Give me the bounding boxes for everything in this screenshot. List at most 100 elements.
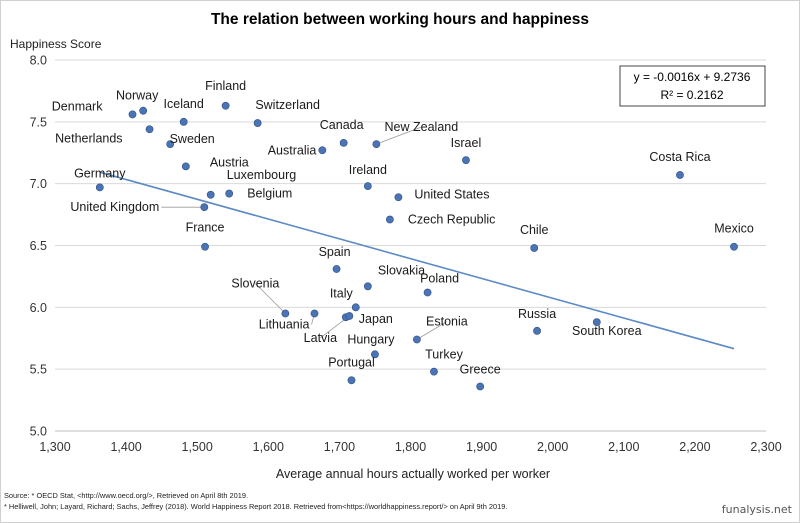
leader-slovenia: [255, 283, 286, 314]
label-austria: Austria: [210, 155, 249, 169]
label-netherlands: Netherlands: [55, 131, 122, 145]
label-switzerland: Switzerland: [255, 98, 320, 112]
x-tick-label: 1,700: [324, 440, 355, 454]
chart-title: The relation between working hours and h…: [211, 11, 589, 28]
label-united-states: United States: [414, 187, 489, 201]
y-tick-label: 8.0: [30, 54, 47, 68]
x-tick-label: 1,800: [395, 440, 426, 454]
label-slovenia: Slovenia: [231, 277, 279, 291]
point-israel: [462, 156, 470, 165]
trendline-group: [99, 171, 735, 350]
point-spain: [332, 265, 341, 273]
y-tick-label: 7.5: [30, 115, 47, 129]
label-japan: Japan: [359, 312, 393, 326]
label-sweden: Sweden: [170, 132, 215, 146]
label-italy: Italy: [330, 286, 354, 300]
label-spain: Spain: [319, 245, 351, 259]
label-estonia: Estonia: [426, 314, 468, 328]
label-slovakia: Slovakia: [378, 263, 425, 277]
y-tick-label: 6.5: [30, 239, 47, 253]
label-czech-republic: Czech Republic: [408, 213, 496, 227]
point-greece: [476, 382, 485, 391]
label-germany: Germany: [74, 166, 126, 180]
label-norway: Norway: [116, 89, 159, 103]
x-tick-label: 2,000: [537, 440, 568, 454]
point-germany: [95, 183, 104, 192]
trendline: [99, 171, 735, 350]
point-chile: [530, 244, 539, 252]
label-lithuania: Lithuania: [259, 318, 310, 332]
y-tick-label: 7.0: [30, 177, 47, 191]
y-tick-label: 6.0: [30, 301, 47, 315]
point-turkey: [430, 367, 438, 376]
point-russia: [533, 326, 541, 335]
label-chile: Chile: [520, 223, 549, 237]
source-line-1: Source: * OECD Stat, <http://www.oecd.or…: [4, 491, 249, 500]
point-lithuania: [310, 309, 319, 318]
label-portugal: Portugal: [328, 355, 375, 369]
y-tick-labels: 5.0 5.5 6.0 6.5 7.0 7.5 8.0: [30, 54, 47, 439]
y-tick-label: 5.0: [30, 425, 47, 439]
point-portugal: [347, 376, 356, 385]
x-tick-label: 1,500: [182, 440, 213, 454]
point-latvia: [345, 312, 354, 320]
label-latvia: Latvia: [304, 331, 337, 345]
label-belgium: Belgium: [247, 187, 292, 201]
point-france: [201, 242, 209, 251]
x-tick-label: 2,100: [608, 440, 639, 454]
label-canada: Canada: [320, 118, 364, 132]
x-tick-label: 1,600: [253, 440, 284, 454]
label-costa-rica: Costa Rica: [649, 150, 710, 164]
label-mexico: Mexico: [714, 222, 754, 236]
point-netherlands: [145, 125, 154, 134]
point-estonia: [412, 335, 421, 344]
point-canada: [339, 138, 348, 147]
point-ireland: [363, 182, 372, 191]
y-axis-title: Happiness Score: [10, 37, 102, 51]
point-belgium: [225, 189, 234, 198]
brand-watermark: funalysis.net: [721, 503, 792, 516]
point-norway: [139, 106, 148, 115]
point-australia: [318, 146, 327, 155]
point-italy: [351, 303, 360, 312]
label-poland: Poland: [420, 271, 459, 285]
r-squared-text: R² = 0.2162: [660, 88, 723, 102]
x-tick-labels: 1,300 1,400 1,500 1,600 1,700 1,800 1,900 2,000…: [39, 440, 781, 454]
point-new-zealand: [372, 140, 381, 148]
label-france: France: [186, 221, 225, 235]
label-hungary: Hungary: [347, 332, 395, 346]
label-luxembourg: Luxembourg: [227, 168, 297, 182]
label-australia: Australia: [268, 143, 317, 157]
gridlines: [55, 59, 766, 432]
label-denmark: Denmark: [52, 99, 103, 113]
label-south-korea: South Korea: [572, 324, 642, 338]
label-united-kingdom: United Kingdom: [70, 200, 159, 214]
source-line-2: * Helliwell, John; Layard, Richard; Sach…: [4, 502, 508, 511]
label-new-zealand: New Zealand: [385, 120, 459, 134]
label-finland: Finland: [205, 79, 246, 93]
equation-box: y = -0.0016x + 9.2736 R² = 0.2162: [619, 65, 766, 107]
point-mexico: [730, 242, 738, 251]
point-austria: [181, 162, 190, 171]
point-finland: [221, 101, 230, 110]
label-russia: Russia: [518, 307, 556, 321]
point-united-kingdom: [200, 203, 209, 212]
point-south-korea: [592, 318, 601, 327]
x-tick-label: 2,300: [750, 440, 781, 454]
point-slovenia: [281, 309, 290, 318]
y-tick-label: 5.5: [30, 363, 47, 377]
data-points: [95, 101, 738, 391]
point-sweden: [166, 140, 175, 148]
point-iceland: [179, 117, 188, 126]
x-tick-label: 1,900: [466, 440, 497, 454]
label-israel: Israel: [451, 136, 482, 150]
x-tick-label: 1,300: [39, 440, 70, 454]
label-turkey: Turkey: [425, 348, 463, 362]
x-axis-title: Average annual hours actually worked per…: [276, 467, 550, 481]
label-iceland: Iceland: [164, 97, 204, 111]
leader-new-zealand: [376, 126, 422, 145]
point-hungary: [371, 350, 379, 359]
leader-estonia: [416, 321, 448, 340]
